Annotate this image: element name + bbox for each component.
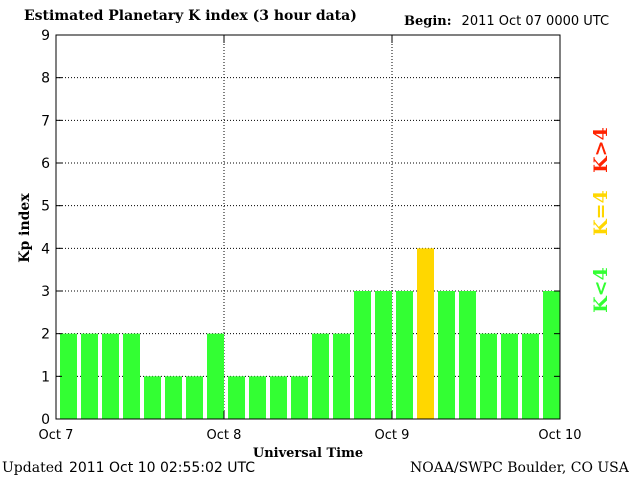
kp-bar xyxy=(102,333,119,419)
kp-bar xyxy=(543,291,560,419)
x-tick-label: Oct 10 xyxy=(538,428,581,443)
y-tick-label: 3 xyxy=(41,284,50,300)
plot-frame xyxy=(55,34,561,420)
legend-below-4: K<4 xyxy=(590,267,612,313)
y-tick-label: 2 xyxy=(41,327,50,343)
y-tick-label: 1 xyxy=(41,369,50,385)
y-tick-label: 8 xyxy=(41,71,50,87)
kp-bar xyxy=(228,376,245,419)
bars xyxy=(60,248,560,419)
x-tick-label: Oct 8 xyxy=(207,428,242,443)
y-tick-label: 9 xyxy=(41,28,50,44)
y-tick-label: 4 xyxy=(41,241,50,257)
y-tick-label: 6 xyxy=(41,156,50,172)
kp-bar xyxy=(60,333,77,419)
y-tick-label: 5 xyxy=(41,199,50,215)
kp-bar xyxy=(438,291,455,419)
begin-label: Begin: xyxy=(404,14,452,29)
kp-bar xyxy=(417,248,434,419)
kp-bar xyxy=(291,376,308,419)
begin-value: 2011 Oct 07 0000 UTC xyxy=(461,14,610,29)
legend-equal-4: K=4 xyxy=(590,190,612,236)
kp-bar xyxy=(354,291,371,419)
updated-value: 2011 Oct 10 02:55:02 UTC xyxy=(68,460,256,476)
kp-bar xyxy=(501,333,518,419)
kp-bar xyxy=(249,376,266,419)
kp-bar xyxy=(333,333,350,419)
updated-label: Updated xyxy=(2,460,63,476)
x-axis-label: Universal Time xyxy=(252,446,364,461)
kp-bar xyxy=(81,333,98,419)
chart-title: Estimated Planetary K index (3 hour data… xyxy=(24,8,357,24)
kp-bar xyxy=(186,376,203,419)
x-tick-label: Oct 9 xyxy=(375,428,410,443)
kp-bar xyxy=(270,376,287,419)
kp-bar xyxy=(459,291,476,419)
begin-time: Begin: 2011 Oct 07 0000 UTC xyxy=(404,14,609,29)
x-tick-label: Oct 7 xyxy=(39,428,74,443)
kp-bar xyxy=(480,333,497,419)
updated-timestamp: Updated 2011 Oct 10 02:55:02 UTC xyxy=(2,460,255,476)
axis-ticks: 0 1 2 3 4 5 6 7 8 9 Oct 7 Oct 8 Oct 9 Oct 10 xyxy=(39,28,582,443)
kp-bar xyxy=(522,333,539,419)
kp-bar xyxy=(396,291,413,419)
legend-above-4: K>4 xyxy=(590,127,612,173)
y-tick-label: 7 xyxy=(41,113,50,129)
kp-bar xyxy=(165,376,182,419)
source-credit: NOAA/SWPC Boulder, CO USA xyxy=(410,460,629,476)
y-axis-label: Kp index xyxy=(17,193,33,263)
y-tick-label: 0 xyxy=(41,412,50,428)
kp-bar xyxy=(144,376,161,419)
kp-bar xyxy=(312,333,329,419)
kp-bar xyxy=(123,333,140,419)
kp-bar xyxy=(375,291,392,419)
kp-bar xyxy=(207,333,224,419)
